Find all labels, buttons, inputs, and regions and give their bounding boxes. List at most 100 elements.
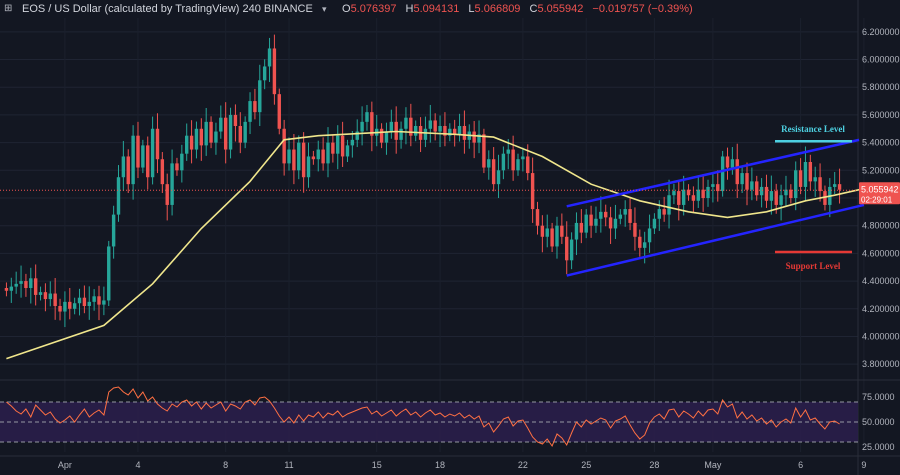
support-label: Support Level [786, 261, 841, 271]
candle-body [340, 135, 345, 157]
symbol-title[interactable]: EOS / US Dollar (calculated by TradingVi… [22, 3, 313, 15]
candle-body [267, 48, 272, 67]
x-tick-label: 4 [135, 460, 140, 470]
candle-body [370, 112, 374, 136]
candle-body [311, 156, 316, 160]
candle-body [579, 222, 584, 233]
expand-icon[interactable]: ⊞ [4, 3, 13, 14]
candle-body [107, 246, 111, 301]
candle-body [789, 189, 793, 198]
candle-body [784, 189, 788, 196]
candle-body [555, 225, 559, 247]
high-label: H [405, 3, 414, 15]
candle-body [155, 128, 160, 160]
candle-body [48, 293, 52, 300]
candle-body [759, 186, 764, 196]
candle-body [506, 149, 510, 154]
candle-body [662, 209, 666, 215]
candle-body [496, 170, 501, 185]
candle-body [345, 145, 350, 157]
x-tick-label: 15 [372, 460, 382, 470]
close-value: 5.055942 [537, 3, 584, 15]
candles [4, 34, 842, 328]
candle-body [832, 184, 837, 187]
candle-body [608, 217, 613, 229]
resistance-label: Resistance Level [781, 124, 845, 134]
candle-body [803, 162, 808, 187]
time-axis: Apr 4 8 11 15 18 22 25 28 May 6 9 [58, 460, 867, 470]
candle-body [501, 153, 506, 171]
candle-body [628, 209, 632, 223]
candle-body [823, 191, 827, 205]
rsi-tick-label: 50.0000 [862, 417, 895, 427]
candle-body [199, 128, 204, 146]
candle-body [774, 191, 778, 205]
open-label: O [342, 3, 351, 15]
candle-body [652, 218, 657, 229]
y-tick-label: 5.800000 [862, 82, 900, 92]
candle-body [331, 142, 335, 154]
candle-body [672, 191, 676, 196]
x-tick-label: 11 [284, 460, 293, 470]
candle-body [642, 242, 647, 248]
candle-body [146, 145, 150, 178]
candle-body [175, 163, 179, 171]
x-tick-label: Apr [58, 460, 72, 470]
candle-body [457, 126, 462, 135]
candle-body [482, 134, 486, 168]
rsi-pane [0, 386, 858, 448]
candle-body [326, 142, 330, 164]
candle-body [4, 288, 9, 291]
candle-body [745, 173, 749, 190]
candle-body [477, 134, 481, 143]
channel-lower-line [566, 203, 865, 277]
candle-body [223, 117, 228, 150]
y-tick-label: 4.600000 [862, 248, 900, 258]
candle-body [82, 297, 87, 306]
candle-body [248, 101, 252, 122]
candle-body [316, 149, 320, 160]
candle-body [808, 162, 813, 182]
candle-body [209, 121, 213, 143]
candle-body [262, 66, 267, 81]
candle-body [77, 297, 82, 304]
candle-body [29, 278, 33, 288]
candle-body [63, 301, 67, 312]
candle-body [613, 218, 618, 229]
candle-body [452, 128, 457, 135]
candle-body [116, 177, 121, 215]
candle-body [638, 236, 642, 248]
candle-body [355, 131, 359, 140]
candle-body [545, 228, 549, 237]
candle-body [360, 121, 364, 132]
candle-body [389, 121, 394, 132]
candle-body [170, 163, 174, 205]
candle-body [594, 218, 598, 226]
candle-body [409, 117, 413, 136]
candle-body [131, 135, 135, 185]
candle-body [43, 292, 48, 300]
candle-body [102, 300, 106, 305]
candle-body [677, 191, 681, 205]
candle-body [516, 159, 520, 171]
candle-body [399, 128, 403, 140]
candle-body [180, 153, 184, 171]
candle-body [297, 142, 301, 171]
candle-body [599, 211, 603, 219]
low-value: 5.066809 [474, 3, 521, 15]
candle-body [574, 222, 579, 240]
candle-body [472, 131, 476, 143]
candle-body [68, 301, 72, 309]
y-tick-label: 4.000000 [862, 331, 900, 341]
candle-body [92, 296, 96, 302]
chevron-down-icon[interactable]: ▾ [322, 4, 327, 14]
open-value: 5.076397 [350, 3, 397, 15]
candle-body [282, 128, 286, 164]
x-tick-label: 25 [581, 460, 591, 470]
candle-body [565, 236, 569, 261]
candle-body [150, 128, 155, 178]
candle-body [194, 128, 199, 150]
candle-body [58, 306, 62, 312]
candle-body [184, 135, 189, 154]
